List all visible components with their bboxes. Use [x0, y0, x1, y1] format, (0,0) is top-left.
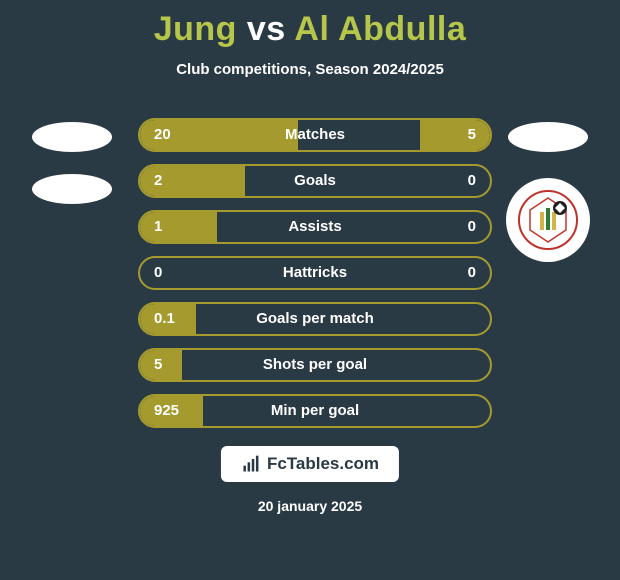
stat-row: 0.1Goals per match: [138, 302, 492, 336]
date-text: 20 january 2025: [0, 498, 620, 514]
stat-row: 925Min per goal: [138, 394, 492, 428]
comparison-title: Jung vs Al Abdulla: [0, 0, 620, 49]
stat-label: Min per goal: [140, 396, 490, 426]
vs-text: vs: [247, 10, 286, 48]
player1-avatar: [32, 122, 112, 152]
stat-row: 0Hattricks0: [138, 256, 492, 290]
stat-value-right: 5: [468, 120, 476, 150]
stat-value-right: 0: [468, 212, 476, 242]
player2-club-logo: [506, 178, 590, 262]
stat-label: Assists: [140, 212, 490, 242]
stat-row: 20Matches5: [138, 118, 492, 152]
stat-row: 2Goals0: [138, 164, 492, 198]
stat-label: Hattricks: [140, 258, 490, 288]
stat-value-right: 0: [468, 166, 476, 196]
brand-text: FcTables.com: [267, 454, 379, 474]
stat-label: Shots per goal: [140, 350, 490, 380]
stat-row: 5Shots per goal: [138, 348, 492, 382]
stats-list: 20Matches52Goals01Assists00Hattricks00.1…: [138, 118, 492, 440]
player2-avatar: [508, 122, 588, 152]
player2-name: Al Abdulla: [294, 10, 466, 48]
stat-label: Goals: [140, 166, 490, 196]
player1-name: Jung: [154, 10, 237, 48]
brand-badge: FcTables.com: [221, 446, 399, 482]
club-crest-icon: [518, 190, 578, 250]
stat-row: 1Assists0: [138, 210, 492, 244]
stat-value-right: 0: [468, 258, 476, 288]
player1-club-avatar: [32, 174, 112, 204]
stat-label: Goals per match: [140, 304, 490, 334]
brand-chart-icon: [241, 454, 261, 474]
subtitle: Club competitions, Season 2024/2025: [0, 61, 620, 78]
stat-label: Matches: [140, 120, 490, 150]
